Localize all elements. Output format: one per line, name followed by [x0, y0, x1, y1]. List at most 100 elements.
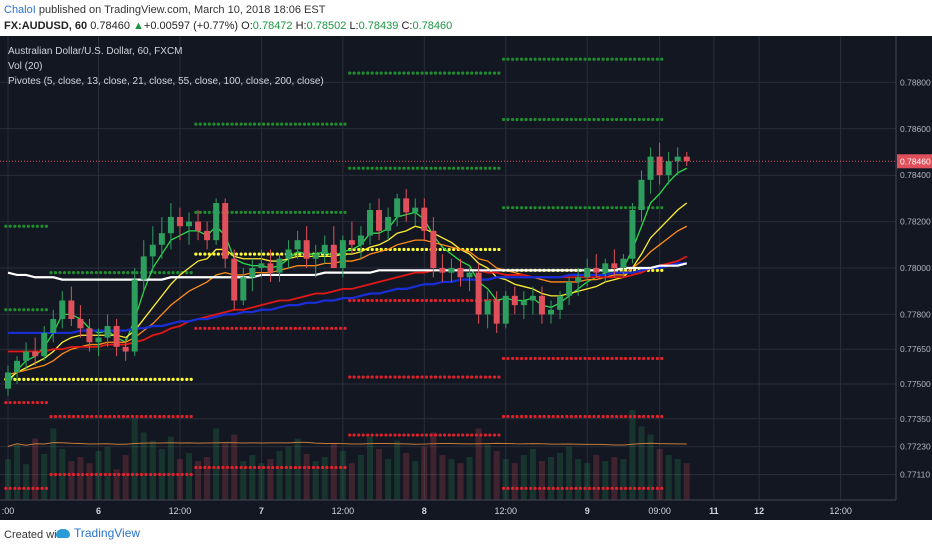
candle-body	[620, 258, 627, 268]
pivot-dot	[384, 433, 388, 437]
pivot-dot	[470, 247, 474, 252]
pivot-dot	[569, 57, 573, 61]
pivot-dot	[4, 224, 8, 228]
pivot-dot	[311, 465, 316, 470]
candle-body	[14, 360, 21, 373]
pivot-dot	[53, 377, 58, 381]
pivot-dot	[406, 166, 410, 170]
pivot-dot	[198, 210, 202, 214]
pivot-dot	[76, 377, 80, 381]
pivot-dot	[158, 271, 162, 275]
pivot-dot	[330, 210, 334, 214]
pivot-dot	[71, 377, 76, 381]
pivot-dot	[488, 433, 492, 437]
candle-body	[548, 309, 554, 315]
pivot-dot	[289, 210, 293, 214]
candle-body	[140, 256, 147, 280]
chart-area[interactable]: 0.78800 0.78600 0.78400 0.78200 0.78000 0.778…	[0, 36, 932, 520]
pivot-dot	[22, 377, 26, 381]
pivot-dot	[117, 271, 121, 275]
legend-volume[interactable]: Vol (20)	[8, 61, 43, 72]
pivot-dot	[243, 465, 248, 470]
pivot-dot	[547, 206, 551, 210]
time-tick-label: :00	[2, 506, 15, 516]
pivot-dot	[474, 433, 478, 437]
pivot-dot	[547, 356, 551, 361]
candle-body	[457, 268, 464, 278]
low-label: L:	[349, 20, 359, 32]
pivot-dot	[438, 433, 442, 437]
pivot-dot	[655, 206, 660, 210]
pivot-dot	[483, 247, 488, 252]
pivot-dot	[361, 298, 365, 303]
pivot-dot	[203, 252, 207, 256]
pivot-dot	[393, 71, 397, 75]
pivot-dot	[158, 377, 162, 381]
pivot-dot	[596, 486, 601, 490]
pivot-dot	[62, 271, 67, 275]
pivot-dot	[642, 57, 646, 61]
pivot-dot	[379, 247, 383, 252]
pivot-dot	[13, 486, 17, 490]
pivot-dot	[628, 206, 632, 210]
candle-body	[584, 268, 591, 278]
pivot-dot	[610, 57, 614, 61]
price-chart[interactable]: 0.78800 0.78600 0.78400 0.78200 0.78000 0.778…	[0, 36, 932, 520]
pivot-dot	[492, 375, 497, 379]
pivot-dot	[556, 57, 560, 61]
volume-bar	[484, 444, 491, 500]
pivot-dot	[610, 414, 614, 419]
pivot-dot	[17, 486, 21, 490]
author-link[interactable]: ChaloI	[4, 4, 36, 16]
candle-body	[602, 263, 609, 273]
volume-bar	[457, 463, 464, 500]
pivot-dot	[334, 122, 338, 126]
volume-bar	[5, 459, 11, 500]
tradingview-logo[interactable]: TradingView	[56, 526, 140, 540]
pivot-dot	[397, 71, 401, 75]
pivot-dot	[17, 224, 21, 228]
volume-bar	[176, 459, 183, 500]
pivot-dot	[560, 57, 564, 61]
pivot-dot	[311, 210, 316, 214]
volume-bar	[620, 459, 627, 500]
volume-bar	[448, 459, 455, 500]
pivot-dot	[330, 465, 334, 470]
pivot-dot	[384, 298, 388, 303]
candle-body	[357, 235, 364, 245]
legend-pivots[interactable]: Pivotes (5, close, 13, close, 21, close,…	[8, 76, 324, 87]
pivot-dot	[483, 375, 488, 379]
pivot-dot	[605, 117, 610, 122]
pivot-dot	[112, 472, 116, 477]
pivot-dot	[619, 206, 623, 210]
pivot-dot	[139, 472, 144, 477]
candle-body	[86, 328, 93, 343]
pivot-dot	[126, 414, 130, 419]
candle-body	[665, 161, 672, 176]
pivot-dot	[538, 414, 542, 419]
pivot-dot	[325, 326, 329, 330]
pivot-dot	[40, 486, 44, 490]
pivot-dot	[515, 356, 519, 361]
pivot-dot	[357, 433, 361, 437]
pivot-dot	[180, 414, 184, 419]
pivot-dot	[529, 486, 533, 490]
candle-body	[376, 210, 383, 231]
pivot-dot	[126, 271, 130, 275]
pivot-dot	[515, 414, 519, 419]
volume-bar	[394, 440, 401, 500]
pivot-dot	[402, 247, 406, 252]
ma-line-21	[7, 225, 688, 376]
pivot-dot	[262, 122, 266, 126]
volume-bar	[258, 463, 265, 500]
pivot-dot	[185, 414, 189, 419]
pivot-dot	[230, 122, 234, 126]
pivot-dot	[411, 71, 415, 75]
pivot-dot	[31, 224, 35, 228]
pivot-dot	[438, 247, 442, 252]
pivot-dot	[384, 166, 388, 170]
pivot-dot	[225, 122, 229, 126]
volume-bar	[593, 455, 600, 500]
pivot-dot	[565, 486, 569, 490]
volume-bar	[41, 453, 48, 500]
